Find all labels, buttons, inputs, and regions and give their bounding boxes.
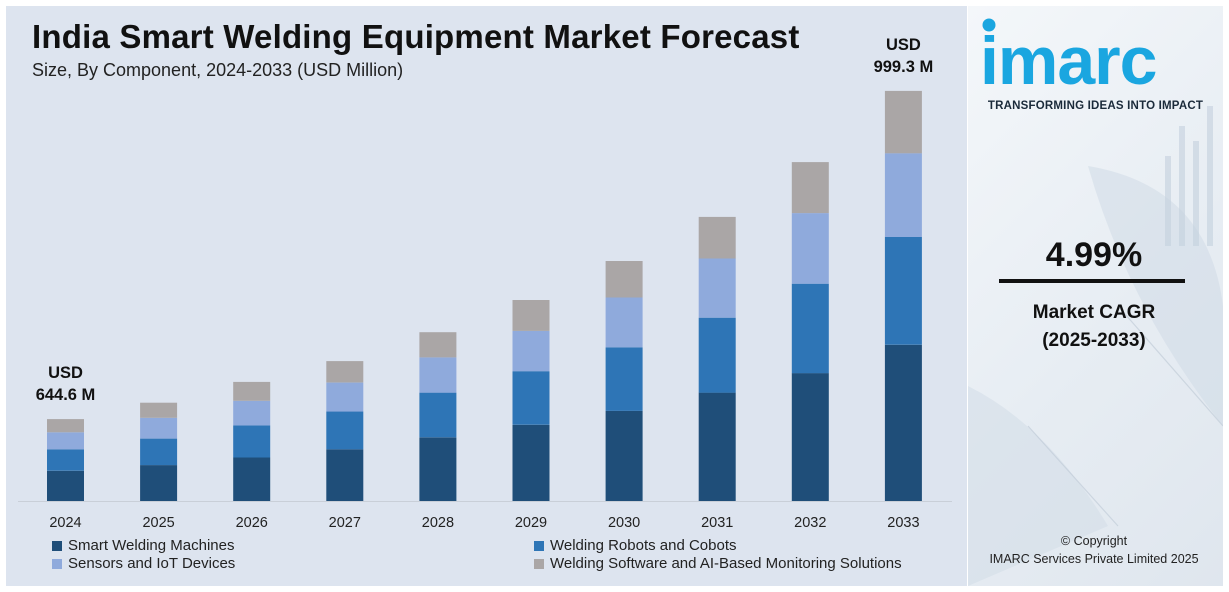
total-annotation-2033-line2: 999.3 M bbox=[874, 58, 934, 76]
bar-2030-series-1 bbox=[605, 347, 643, 411]
logo-text: imarc bbox=[980, 23, 1156, 96]
bar-2031-series-3 bbox=[698, 216, 736, 259]
x-tick-label: 2032 bbox=[794, 515, 826, 531]
x-tick-label: 2031 bbox=[701, 515, 733, 531]
bar-chart: 2024 2025 2026 2027 2028 2029 2030 2031 2032 2033… bbox=[18, 36, 952, 531]
legend-swatch bbox=[52, 540, 62, 551]
chart-title: India Smart Welding Equipment Market For… bbox=[32, 18, 800, 55]
bar-2024-series-1 bbox=[47, 449, 84, 471]
legend-swatch bbox=[534, 540, 544, 551]
bar-2033-series-3 bbox=[884, 90, 922, 154]
legend-swatch bbox=[52, 558, 62, 569]
cagr-label: Market CAGR (2025-2033) bbox=[968, 299, 1220, 355]
legend-item-sensors-and-iot-devices: Sensors and IoT Devices bbox=[52, 555, 235, 572]
side-panel: imarc TRANSFORMING IDEAS INTO IMPACT 4.9… bbox=[968, 6, 1223, 586]
bar-2030-series-3 bbox=[605, 261, 643, 298]
bar-2031-series-0 bbox=[698, 392, 736, 501]
x-tick-label: 2027 bbox=[329, 515, 361, 531]
bar-2031-series-2 bbox=[698, 258, 736, 318]
cagr-label-line1: Market CAGR bbox=[1032, 302, 1156, 323]
chart-legend: Smart Welding Machines Welding Robots an… bbox=[52, 537, 952, 577]
bar-2027-series-1 bbox=[326, 411, 364, 450]
bar-2024-series-3 bbox=[47, 419, 84, 433]
bar-2027-series-3 bbox=[326, 361, 364, 383]
x-tick-label: 2029 bbox=[515, 515, 547, 531]
bar-2025-series-3 bbox=[140, 402, 178, 418]
copyright: © Copyright IMARC Services Private Limit… bbox=[968, 532, 1220, 568]
bar-2026-series-2 bbox=[233, 400, 271, 426]
bar-2029-series-3 bbox=[512, 300, 550, 331]
bar-2028-series-1 bbox=[419, 392, 457, 438]
x-tick-label: 2026 bbox=[236, 515, 268, 531]
legend-item-welding-software-and-ai-monitoring: Welding Software and AI-Based Monitoring… bbox=[534, 555, 902, 572]
bar-2026-series-3 bbox=[233, 381, 271, 401]
cagr-divider bbox=[999, 279, 1185, 283]
background-decoration bbox=[968, 106, 1223, 586]
bar-2029-series-2 bbox=[512, 330, 550, 372]
bar-2029-series-1 bbox=[512, 371, 550, 425]
legend-item-smart-welding-machines: Smart Welding Machines bbox=[52, 537, 234, 554]
bar-2028-series-3 bbox=[419, 332, 457, 358]
x-tick-label: 2033 bbox=[887, 515, 919, 531]
x-tick-label: 2028 bbox=[422, 515, 454, 531]
bar-2027-series-2 bbox=[326, 382, 364, 412]
total-annotation-2024-line2: 644.6 M bbox=[36, 386, 96, 404]
total-annotation-2024-line1: USD bbox=[48, 364, 83, 382]
x-tick-label: 2024 bbox=[49, 515, 81, 531]
bar-2033-series-2 bbox=[884, 153, 922, 237]
bar-2030-series-0 bbox=[605, 410, 643, 501]
bar-2032-series-1 bbox=[791, 283, 829, 374]
imarc-logo: imarc bbox=[980, 18, 1157, 96]
chart-subtitle: Size, By Component, 2024-2033 (USD Milli… bbox=[32, 60, 404, 80]
legend-label: Welding Software and AI-Based Monitoring… bbox=[550, 555, 902, 572]
cagr-label-line2: (2025-2033) bbox=[1042, 330, 1146, 351]
legend-swatch bbox=[534, 558, 544, 569]
cagr-value: 4.99% bbox=[1045, 236, 1143, 274]
bar-2026-series-0 bbox=[233, 457, 271, 501]
legend-label: Welding Robots and Cobots bbox=[550, 537, 737, 554]
bar-2028-series-2 bbox=[419, 357, 457, 393]
bar-2028-series-0 bbox=[419, 437, 457, 501]
bar-2032-series-2 bbox=[791, 213, 829, 284]
bar-2031-series-1 bbox=[698, 317, 736, 393]
legend-label: Sensors and IoT Devices bbox=[68, 555, 236, 572]
copyright-line2: IMARC Services Private Limited 2025 bbox=[989, 552, 1199, 566]
bar-2024-series-2 bbox=[47, 432, 84, 450]
x-tick-label: 2030 bbox=[608, 515, 640, 531]
bar-2025-series-1 bbox=[140, 438, 178, 466]
legend-item-welding-robots-and-cobots: Welding Robots and Cobots bbox=[534, 537, 737, 554]
bar-2033-series-1 bbox=[884, 237, 922, 345]
bar-2033-series-0 bbox=[884, 344, 922, 501]
x-tick-label: 2025 bbox=[142, 515, 174, 531]
bar-2026-series-1 bbox=[233, 425, 271, 458]
bar-2030-series-2 bbox=[605, 297, 643, 348]
total-annotation-2033-line1: USD bbox=[886, 36, 921, 54]
bar-2025-series-2 bbox=[140, 417, 178, 439]
legend-label: Smart Welding Machines bbox=[68, 537, 235, 554]
bar-2032-series-3 bbox=[791, 162, 829, 214]
copyright-line1: © Copyright bbox=[1060, 534, 1128, 548]
bar-2029-series-0 bbox=[512, 424, 550, 501]
tagline: TRANSFORMING IDEAS INTO IMPACT bbox=[987, 100, 1204, 112]
bar-2027-series-0 bbox=[326, 449, 364, 501]
bar-2024-series-0 bbox=[47, 470, 84, 501]
bar-2025-series-0 bbox=[140, 465, 178, 501]
bar-2032-series-0 bbox=[791, 373, 829, 501]
